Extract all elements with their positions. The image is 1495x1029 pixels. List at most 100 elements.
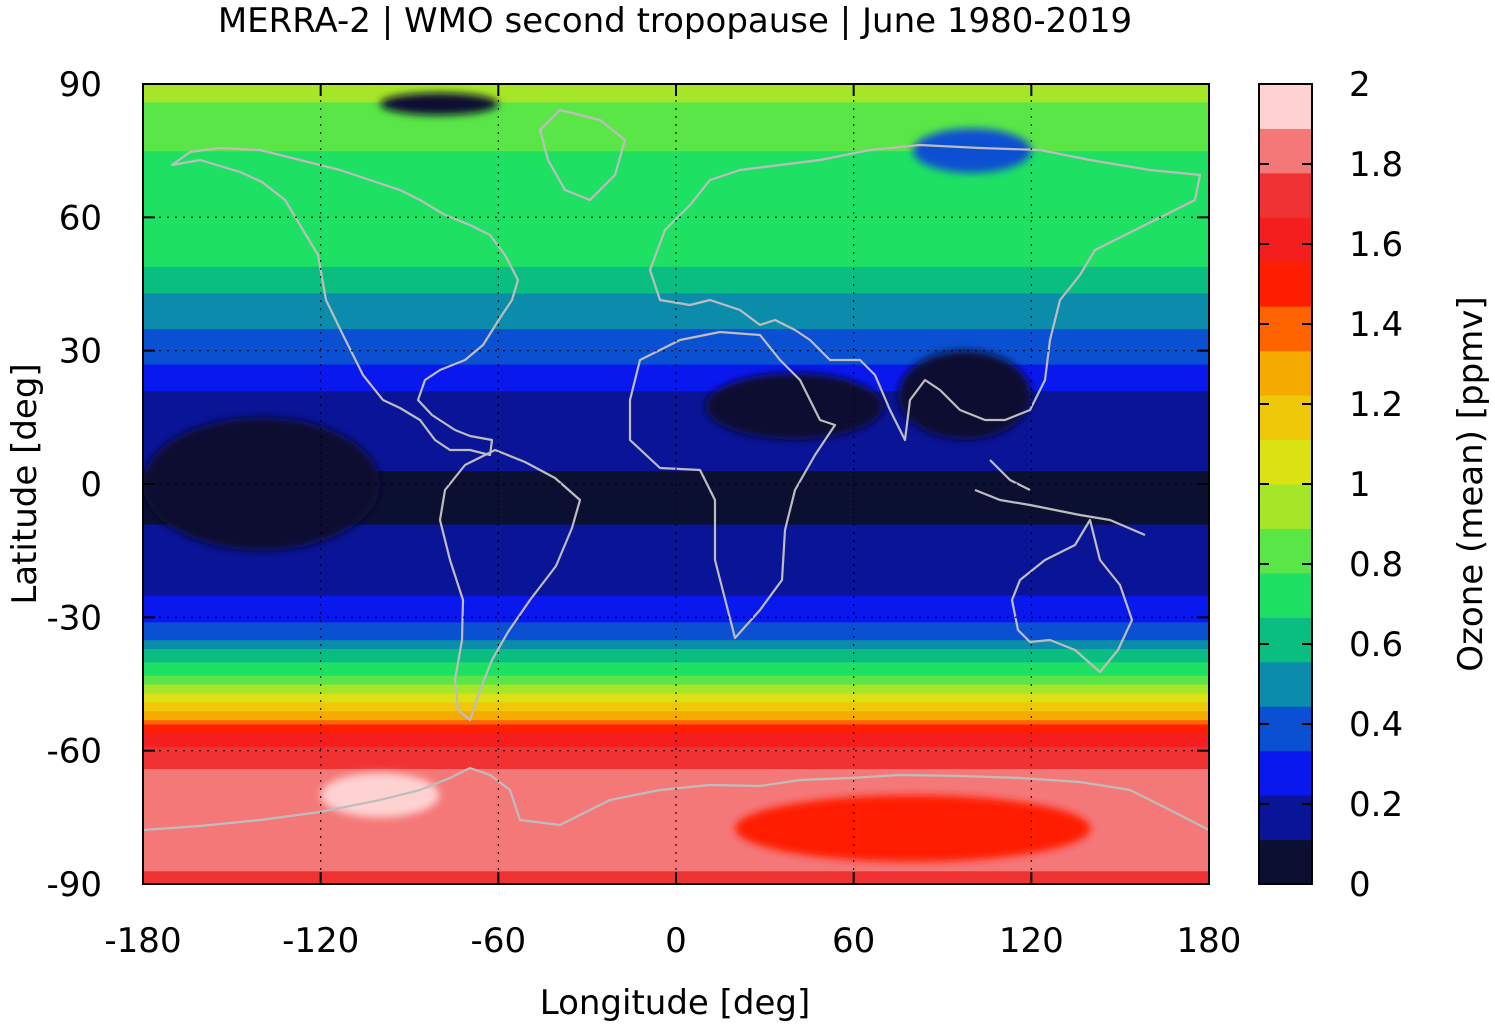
- zonal-band: [143, 701, 1209, 707]
- x-tick-label: -60: [471, 921, 527, 961]
- y-tick-label: 90: [59, 65, 102, 105]
- feature-arctic_minimum_russia: [912, 128, 1032, 173]
- zonal-band: [143, 270, 1209, 276]
- zonal-band: [143, 844, 1209, 850]
- coastline-australia: [1010, 518, 1134, 674]
- zonal-band: [143, 381, 1209, 387]
- zonal-band: [143, 408, 1209, 414]
- x-tick-label: 60: [832, 921, 875, 961]
- colorbar-tick-label: 1.2: [1349, 385, 1403, 425]
- colorbar-tick-labels: 0 0.2 0.4 0.6 0.8 1 1.2 1.4 1.6 1.8 2: [1349, 65, 1403, 905]
- zonal-band: [143, 608, 1209, 614]
- regional-features: [143, 92, 1091, 862]
- zonal-band: [143, 208, 1209, 214]
- colorbar-segment: [1259, 528, 1312, 574]
- zonal-band: [143, 799, 1209, 805]
- zonal-band: [143, 572, 1209, 578]
- zonal-band: [143, 337, 1209, 343]
- zonal-band: [143, 599, 1209, 605]
- zonal-band: [143, 297, 1209, 303]
- colorbar-tick-label: 1.4: [1349, 305, 1403, 345]
- x-tick-label: -120: [282, 921, 359, 961]
- colorbar-segment: [1259, 572, 1312, 618]
- zonal-band: [143, 390, 1209, 396]
- zonal-band: [143, 639, 1209, 645]
- zonal-band: [143, 341, 1209, 347]
- zonal-band: [143, 324, 1209, 330]
- zonal-band: [143, 461, 1209, 467]
- colorbar-segment: [1259, 795, 1312, 841]
- zonal-band: [143, 319, 1209, 325]
- colorbar: [1259, 84, 1312, 885]
- coastline-north-america: [170, 146, 520, 457]
- zonal-band: [143, 204, 1209, 210]
- zonal-band: [143, 417, 1209, 423]
- zonal-band: [143, 350, 1209, 356]
- zonal-band: [143, 612, 1209, 618]
- zonal-band: [143, 444, 1209, 450]
- zonal-band: [143, 764, 1209, 770]
- y-tick-labels: -90 -60 -30 0 30 60 90: [46, 65, 102, 905]
- y-tick-label: -90: [46, 865, 102, 905]
- colorbar-segment: [1259, 439, 1312, 485]
- zonal-band: [143, 790, 1209, 796]
- zonal-band: [143, 199, 1209, 205]
- colorbar-segment: [1259, 350, 1312, 396]
- zonal-band: [143, 230, 1209, 236]
- y-axis-label: Latitude [deg]: [5, 363, 45, 604]
- zonal-band: [143, 488, 1209, 494]
- zonal-band: [143, 528, 1209, 534]
- colorbar-segment: [1259, 128, 1312, 174]
- zonal-band: [143, 412, 1209, 418]
- feature-arctic_minimum_siberia: [379, 92, 499, 116]
- zonal-band: [143, 804, 1209, 810]
- zonal-band: [143, 741, 1209, 747]
- zonal-band: [143, 492, 1209, 498]
- x-axis-label: Longitude [deg]: [540, 983, 811, 1023]
- zonal-band: [143, 257, 1209, 263]
- coastline-south-america: [438, 448, 582, 722]
- zonal-band: [143, 292, 1209, 298]
- zonal-band: [143, 821, 1209, 827]
- zonal-band: [143, 164, 1209, 170]
- zonal-band: [143, 452, 1209, 458]
- zonal-band: [143, 684, 1209, 690]
- zonal-band: [143, 372, 1209, 378]
- feature-antarctic_maximum: [735, 795, 1091, 862]
- zonal-band: [143, 657, 1209, 663]
- zonal-band: [143, 581, 1209, 587]
- colorbar-tick-label: 1: [1349, 465, 1371, 505]
- zonal-band: [143, 332, 1209, 338]
- colorbar-tick-label: 0.4: [1349, 705, 1403, 745]
- zonal-band: [143, 177, 1209, 183]
- colorbar-segment: [1259, 750, 1312, 796]
- zonal-band: [143, 484, 1209, 490]
- zonal-band: [143, 839, 1209, 845]
- colorbar-segment: [1259, 395, 1312, 441]
- x-tick-label: -180: [104, 921, 181, 961]
- zonal-band: [143, 359, 1209, 365]
- zonal-band: [143, 110, 1209, 116]
- zonal-band: [143, 688, 1209, 694]
- zonal-band: [143, 590, 1209, 596]
- zonal-band: [143, 524, 1209, 530]
- colorbar-tick-label: 0.6: [1349, 625, 1403, 665]
- zonal-band: [143, 132, 1209, 138]
- grid-lines: [143, 84, 1209, 884]
- zonal-band: [143, 768, 1209, 774]
- coastline-antarctica: [143, 766, 1209, 832]
- colorbar-ticks: [1259, 83, 1312, 885]
- zonal-band: [143, 150, 1209, 156]
- zonal-band: [143, 848, 1209, 854]
- axis-ticks: [142, 83, 1210, 885]
- y-tick-label: 60: [59, 198, 102, 238]
- zonal-band: [143, 239, 1209, 245]
- zonal-band: [143, 661, 1209, 667]
- colorbar-tick-label: 2: [1349, 65, 1371, 105]
- zonal-band: [143, 519, 1209, 525]
- colorbar-segment: [1259, 484, 1312, 529]
- chart-title: MERRA-2 | WMO second tropopause | June 1…: [218, 1, 1132, 41]
- zonal-band: [143, 621, 1209, 627]
- zonal-band: [143, 248, 1209, 254]
